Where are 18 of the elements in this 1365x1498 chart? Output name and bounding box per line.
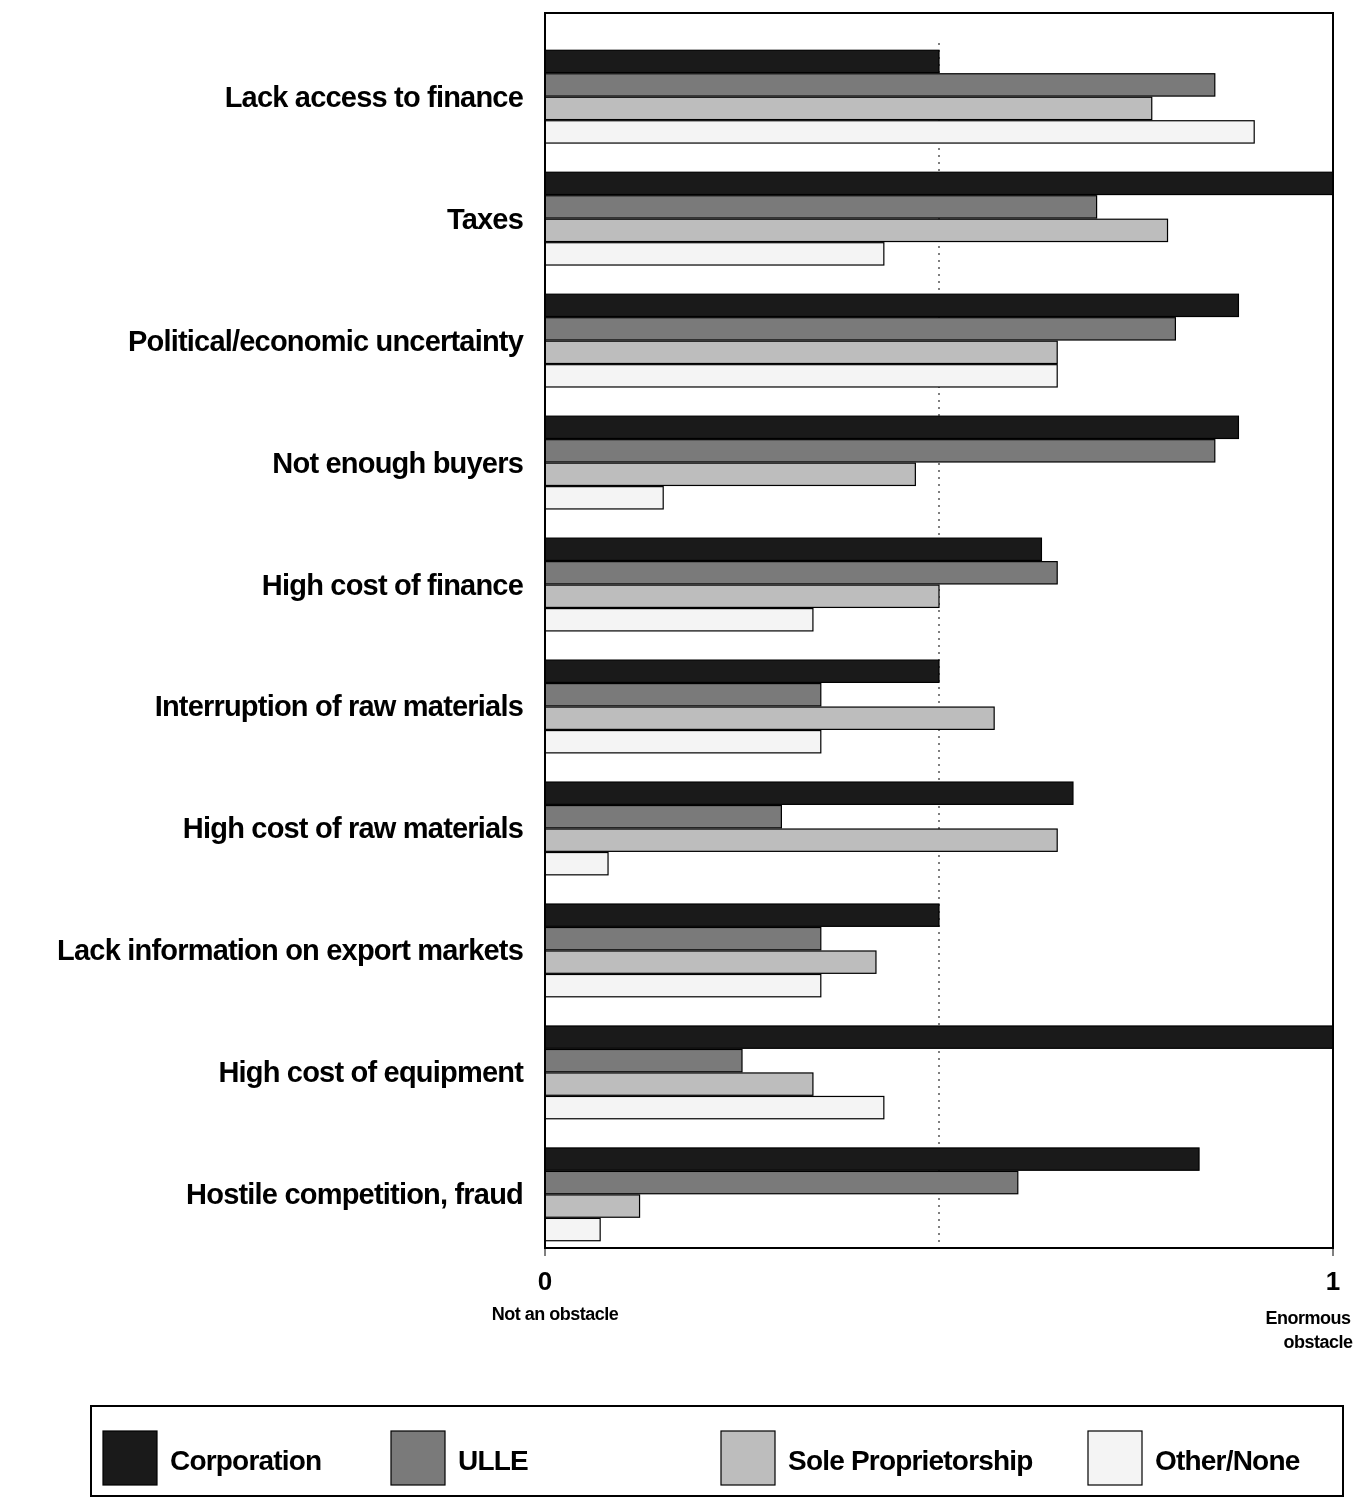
legend-label: Sole Proprietorship: [788, 1445, 1033, 1476]
text: Not an obstacle: [491, 1304, 619, 1324]
y-tick-label: Interruption of raw materials: [154, 690, 523, 723]
y-tick-label: Hostile competition, fraud: [186, 1178, 523, 1211]
x-tick-label: 0: [537, 1266, 553, 1296]
y-tick-label: High cost of raw materials: [182, 812, 523, 845]
legend-label: ULLE: [458, 1445, 529, 1476]
legend-label: Other/None: [1155, 1445, 1300, 1476]
text: Enormous obstacle: [1265, 1308, 1353, 1352]
y-tick-label: Lack information on export markets: [57, 934, 523, 967]
legend-label: Corporation: [170, 1445, 322, 1476]
y-tick-label: Taxes: [446, 202, 523, 235]
y-tick-label: Lack access to finance: [224, 80, 524, 113]
y-tick-label: Not enough buyers: [272, 446, 523, 479]
y-tick-label: High cost of equipment: [218, 1056, 525, 1089]
x-tick-label: 1: [1325, 1266, 1341, 1296]
y-tick-label: High cost of finance: [261, 568, 524, 601]
y-tick-label: Political/economic uncertainty: [128, 324, 524, 357]
